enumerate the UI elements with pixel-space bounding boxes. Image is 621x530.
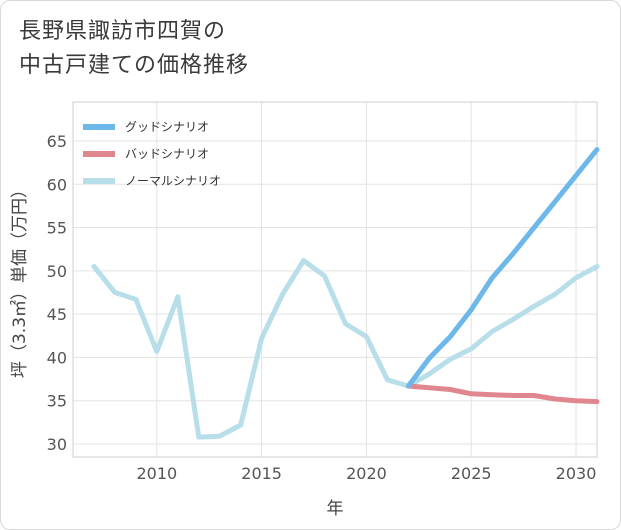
y-tick-label: 65 [47,132,67,151]
series-lines [91,147,600,440]
series-line-2 [91,258,600,440]
grid [73,102,597,457]
y-tick-label: 40 [47,348,67,367]
x-tick-label: 2030 [556,464,597,483]
legend-label-0: グッドシナリオ [125,120,209,134]
x-axis-label: 年 [327,499,344,519]
series-line-0 [405,147,600,389]
x-tick-label: 2010 [136,464,177,483]
y-axis-label: 坪（3.3㎡）単価（万円） [10,181,30,378]
x-tick-label: 2025 [451,464,492,483]
y-tick-label: 45 [47,305,67,324]
x-tick-label: 2020 [346,464,387,483]
legend-label-2: ノーマルシナリオ [125,174,221,188]
series-line-1 [405,383,600,405]
y-tick-label: 55 [47,219,67,238]
x-tick-label: 2015 [241,464,282,483]
plot-area-border [72,101,598,458]
axis-ticks: 2010 2015 2020 2025 2030 30 35 40 45 50 55 60 65 [47,132,597,483]
y-tick-label: 35 [47,392,67,411]
legend-label-1: バッドシナリオ [125,147,209,161]
chart-title-line1: 長野県諏訪市四賀の [19,19,227,44]
y-tick-label: 60 [47,175,67,194]
chart-title-line2: 中古戸建ての価格推移 [19,53,250,78]
y-tick-label: 30 [47,435,67,454]
y-tick-label: 50 [47,262,67,281]
chart-title: 長野県諏訪市四賀の 中古戸建ての価格推移 [19,15,579,83]
